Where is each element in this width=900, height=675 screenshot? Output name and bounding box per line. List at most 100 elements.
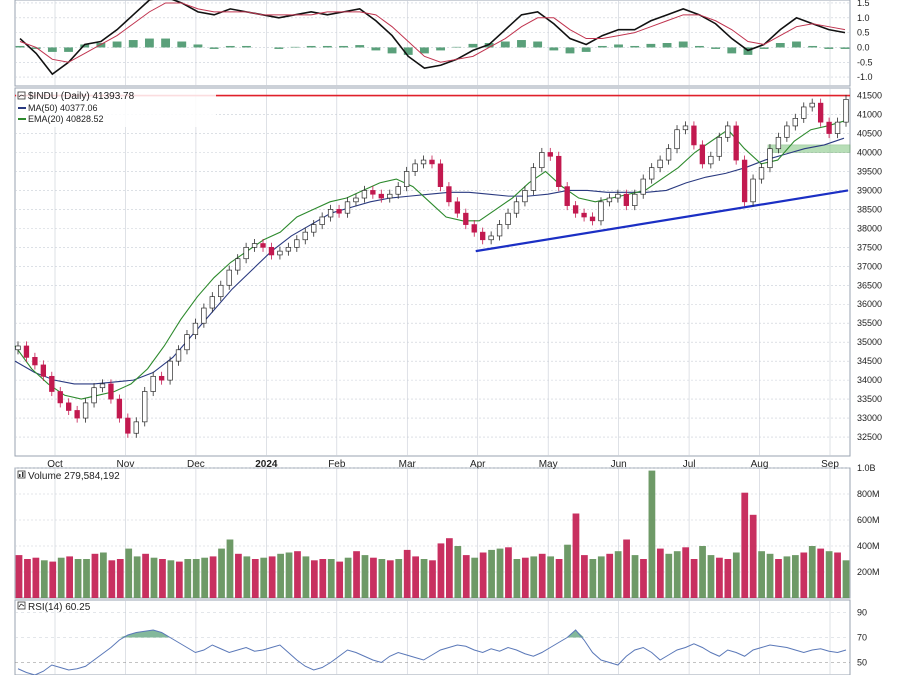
price-xtick-label: Feb: [328, 459, 346, 470]
macd-histogram-bar: [339, 45, 348, 48]
volume-bar: [226, 539, 234, 598]
macd-ytick-label: 0.0: [857, 42, 870, 52]
volume-bar: [471, 557, 479, 598]
candle-body: [843, 99, 849, 123]
candle-body: [158, 375, 165, 381]
volume-bar: [648, 470, 656, 598]
candle-body: [133, 421, 139, 434]
volume-bar: [429, 560, 436, 598]
price-ytick-label: 36000: [857, 299, 882, 309]
volume-bar: [614, 551, 622, 598]
volume-bar: [732, 552, 740, 598]
candle-body: [775, 136, 782, 150]
candle-body: [353, 197, 359, 203]
price-xtick-label: Mar: [399, 459, 417, 470]
volume-panel: 1.0B 800M 600M 400M 200M: [15, 463, 880, 598]
price-ytick-label: 39500: [857, 166, 882, 176]
candle-body: [834, 121, 841, 134]
volume-bar: [116, 559, 124, 598]
candle-body: [201, 307, 207, 324]
macd-histogram-bar: [711, 47, 721, 49]
volume-bar: [243, 556, 251, 598]
volume-bar: [597, 556, 605, 598]
volume-bar: [530, 556, 538, 598]
volume-bar: [758, 551, 765, 598]
volume-bar: [640, 559, 647, 598]
volume-bar: [682, 547, 690, 598]
volume-bar: [175, 561, 183, 598]
legend-ma50: MA(50) 40377.06: [28, 103, 98, 113]
price-ytick-label: 35500: [857, 318, 882, 328]
candle-body: [108, 383, 114, 400]
macd-histogram-bar: [387, 47, 397, 54]
macd-histogram-bar: [694, 45, 704, 48]
price-ytick-label: 38000: [857, 223, 882, 233]
price-ytick-label: 39000: [857, 185, 882, 195]
price-xtick-label: Jun: [611, 459, 627, 470]
macd-histogram-bar: [403, 47, 413, 55]
macd-histogram-bar: [824, 47, 834, 49]
volume-bar: [783, 556, 791, 598]
volume-bar: [479, 552, 487, 598]
macd-panel: 1.5 1.0 0.5 0.0 -0.5 -1.0: [15, 0, 873, 86]
candle-body: [23, 345, 30, 358]
price-xtick-label: May: [539, 459, 558, 470]
price-ytick-label: 33500: [857, 394, 882, 404]
macd-histogram-bar: [144, 38, 154, 48]
candle-body: [454, 201, 461, 214]
candle-body: [150, 375, 156, 392]
price-ytick-label: 40500: [857, 129, 882, 139]
candle-body: [640, 178, 646, 195]
volume-ytick-label: 600M: [857, 515, 880, 525]
volume-bar: [285, 552, 293, 598]
volume-bar: [108, 560, 116, 598]
macd-histogram-bar: [678, 41, 688, 48]
volume-bar: [24, 559, 31, 598]
rsi-title-icon: [17, 601, 26, 610]
candle-body: [91, 387, 97, 404]
volume-bar: [606, 553, 614, 598]
volume-bar: [488, 549, 495, 598]
volume-bar: [547, 556, 555, 598]
macd-histogram-bar: [533, 41, 543, 48]
candle-body: [716, 136, 722, 157]
candle-body: [403, 171, 410, 187]
candle-body: [327, 209, 334, 218]
price-ytick-label: 34000: [857, 375, 882, 385]
macd-ytick-label: 0.5: [857, 28, 870, 38]
candle-body: [361, 190, 368, 199]
candle-body: [251, 243, 258, 248]
candle-body: [175, 349, 182, 362]
volume-bar: [665, 553, 673, 598]
volume-bar: [631, 555, 639, 598]
macd-ytick-label: -0.5: [857, 57, 873, 67]
volume-bar: [167, 560, 175, 598]
macd-histogram-bar: [436, 47, 446, 51]
candle-body: [57, 391, 63, 404]
candle-body: [556, 155, 562, 187]
candle-body: [302, 231, 308, 241]
volume-bar: [336, 561, 344, 598]
volume-bar: [412, 556, 419, 598]
volume-bar: [513, 559, 521, 598]
volume-bar: [66, 556, 74, 598]
candle-body: [632, 193, 638, 206]
candle-body: [674, 129, 680, 150]
volume-bar: [724, 559, 732, 598]
candle-body: [801, 106, 807, 119]
candle-body: [699, 144, 706, 165]
volume-bar: [825, 551, 833, 598]
volume-title-icon: [17, 470, 26, 479]
price-xtick-label: Nov: [117, 459, 135, 470]
price-xtick-label: Apr: [470, 459, 486, 470]
candle-body: [446, 186, 452, 203]
macd-histogram-bar: [31, 47, 41, 49]
rsi-ytick-label: 90: [857, 608, 867, 618]
price-xtick-label: Jul: [683, 459, 696, 470]
price-ytick-label: 32500: [857, 432, 882, 442]
volume-bar: [656, 548, 664, 598]
candle-body: [539, 152, 545, 169]
price-xtick-label: Aug: [751, 459, 769, 470]
volume-bar: [749, 514, 757, 598]
candle-body: [167, 360, 173, 381]
